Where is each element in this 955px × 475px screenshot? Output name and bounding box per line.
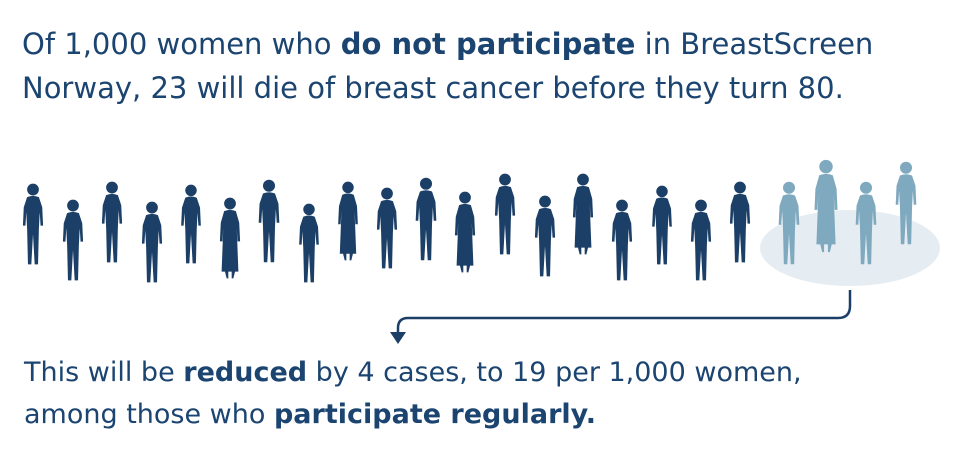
bold-text: participate regularly. — [273, 399, 597, 430]
text: This will be — [24, 357, 184, 388]
intro-text: Of 1,000 women who do not participate in… — [22, 22, 873, 110]
bold-text: do not participate — [340, 27, 636, 61]
text: Norway, 23 will die of breast cancer bef… — [22, 71, 844, 105]
outro-text: This will be reduced by 4 cases, to 19 p… — [24, 352, 802, 436]
text: among those who — [24, 399, 274, 430]
text-line: among those who participate regularly. — [24, 394, 802, 436]
text-line: This will be reduced by 4 cases, to 19 p… — [24, 352, 802, 394]
highlight-ellipse — [760, 210, 940, 286]
text-line: Norway, 23 will die of breast cancer bef… — [22, 66, 873, 110]
arrow-line — [396, 290, 852, 334]
bold-text: reduced — [183, 357, 308, 388]
dark-figures — [22, 173, 751, 283]
text: Of 1,000 women who — [22, 27, 341, 61]
text: in BreastScreen — [635, 27, 874, 61]
text-line: Of 1,000 women who do not participate in… — [22, 22, 873, 66]
arrow-head — [390, 332, 406, 344]
text: by 4 cases, to 19 per 1,000 women, — [307, 357, 802, 388]
